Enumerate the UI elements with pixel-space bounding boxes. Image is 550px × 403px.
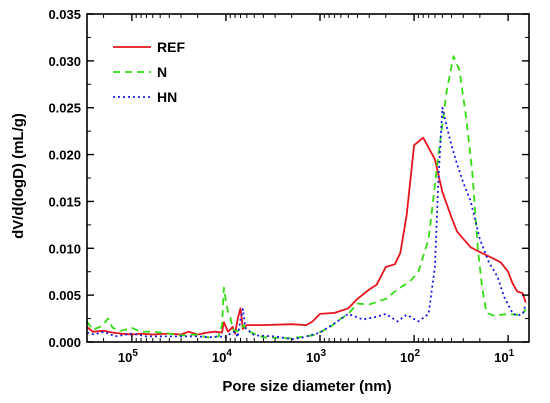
x-axis-ticks: 105 104 103 102 101	[118, 14, 515, 365]
legend-label-hn: HN	[157, 89, 177, 105]
series-line-hn	[87, 106, 527, 341]
x-tick-label: 102	[400, 348, 420, 365]
y-tick-label: 0.015	[48, 194, 81, 209]
minor-ticks	[86, 14, 481, 342]
x-tick-label: 105	[118, 348, 138, 365]
legend-label-ref: REF	[157, 39, 185, 55]
y-tick-label: 0.000	[48, 335, 81, 350]
y-tick-label: 0.005	[48, 288, 81, 303]
series-layer	[87, 55, 527, 341]
y-axis-ticks: 0.000 0.005 0.010 0.015 0.020 0.025 0.030 0.035	[48, 7, 529, 350]
x-tick-label: 101	[494, 348, 514, 365]
y-tick-label: 0.020	[48, 148, 81, 163]
plot-frame	[86, 13, 530, 343]
legend: REF N HN	[113, 39, 185, 105]
legend-label-n: N	[157, 64, 167, 80]
y-axis-title: dV/d(logD) (mL/g)	[10, 113, 27, 239]
y-tick-label: 0.025	[48, 101, 81, 116]
series-line-ref	[87, 136, 527, 336]
y-tick-label: 0.035	[48, 7, 81, 22]
y-tick-label: 0.010	[48, 241, 81, 256]
x-tick-label: 104	[212, 348, 232, 365]
series-line-n	[87, 55, 527, 340]
y-tick-label: 0.030	[48, 54, 81, 69]
x-tick-label: 103	[306, 348, 326, 365]
x-axis-title: Pore size diameter (nm)	[222, 378, 391, 395]
